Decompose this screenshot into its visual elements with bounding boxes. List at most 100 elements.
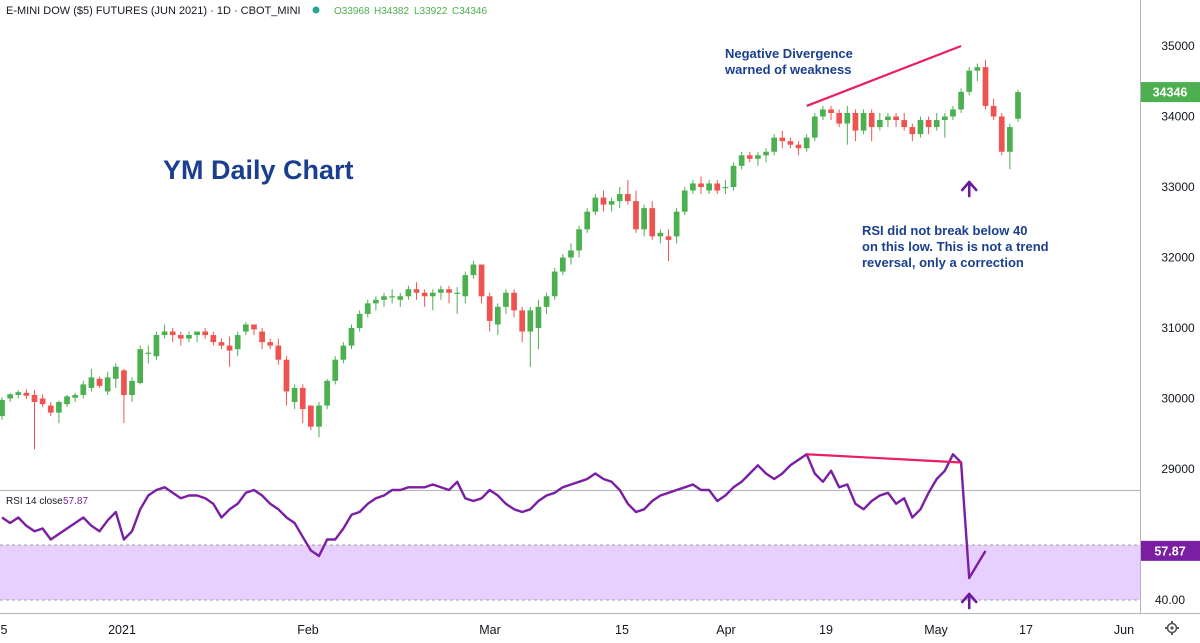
candle[interactable] [990,98,997,121]
candle[interactable] [917,116,924,138]
candle[interactable] [527,306,534,367]
rsi-layer[interactable] [1,453,987,580]
candle[interactable] [568,243,574,265]
candle[interactable] [885,112,891,128]
candle[interactable] [974,63,981,82]
candle[interactable] [625,179,631,205]
candle[interactable] [836,109,843,128]
candle[interactable] [64,394,70,407]
candle[interactable] [860,109,867,135]
candle[interactable] [194,331,200,343]
candle[interactable] [543,292,550,314]
candle[interactable] [299,384,306,424]
candle[interactable] [56,400,62,424]
candle[interactable] [308,405,314,431]
candle[interactable] [348,324,355,350]
candle[interactable] [503,289,509,314]
candle[interactable] [551,268,558,300]
candle[interactable] [876,112,883,131]
candle[interactable] [641,204,647,237]
candle[interactable] [478,264,485,304]
candle[interactable] [340,342,347,364]
candle[interactable] [112,363,119,388]
candle[interactable] [763,148,769,163]
candle[interactable] [730,162,737,191]
candle[interactable] [397,292,404,307]
candle[interactable] [421,289,428,307]
candle[interactable] [7,392,13,403]
candle[interactable] [1007,123,1013,170]
candle[interactable] [576,225,582,258]
candle[interactable] [15,390,22,399]
candle[interactable] [803,134,810,152]
candle[interactable] [494,303,501,336]
candle[interactable] [23,389,30,400]
candle[interactable] [1015,89,1021,122]
candle[interactable] [137,345,144,385]
candle[interactable] [535,299,542,350]
candle[interactable] [210,331,217,346]
candle[interactable] [226,336,233,367]
candle[interactable] [950,105,956,121]
candle[interactable] [72,392,78,403]
candle[interactable] [982,60,989,110]
candle[interactable] [681,187,688,216]
candle[interactable] [324,378,330,410]
candle[interactable] [909,123,916,142]
candle[interactable] [356,310,363,332]
rsi-line[interactable] [1,453,987,580]
time-axis[interactable]: 5 2021 Feb Mar 15 Apr 19 May 17 Jun [1,623,1135,637]
candle[interactable] [96,376,103,388]
candle[interactable] [698,176,704,195]
candle[interactable] [381,292,387,307]
candle[interactable] [584,208,591,233]
candle[interactable] [202,328,209,339]
candle[interactable] [795,141,802,156]
candle[interactable] [267,338,274,350]
candle[interactable] [893,112,899,128]
candle[interactable] [454,287,461,314]
candle[interactable] [738,151,745,170]
candle[interactable] [942,112,948,138]
candle[interactable] [462,271,469,304]
candle[interactable] [746,151,753,163]
candle[interactable] [364,299,371,318]
settings-gear-icon[interactable] [1165,621,1179,635]
candle[interactable] [291,384,298,410]
candle[interactable] [901,112,908,131]
candle[interactable] [186,331,192,343]
candle[interactable] [600,190,607,212]
candle[interactable] [771,134,778,156]
candle[interactable] [714,179,721,195]
candle[interactable] [998,112,1005,156]
candle[interactable] [690,179,696,195]
price-axis[interactable]: 35000 34000 33000 32000 31000 30000 29000 34346… [1141,39,1200,607]
candle[interactable] [121,368,127,424]
candle[interactable] [616,187,623,209]
candle[interactable] [218,338,225,350]
candle[interactable] [283,356,290,406]
candle[interactable] [966,67,973,96]
candle[interactable] [31,390,38,450]
candle[interactable] [169,328,176,343]
candle[interactable] [129,377,135,403]
candle[interactable] [177,331,184,346]
candle[interactable] [779,130,786,149]
price-pane[interactable] [0,0,1140,490]
candle[interactable] [592,194,599,216]
candle[interactable] [39,394,46,407]
candle[interactable] [559,253,566,276]
candle[interactable] [519,306,526,343]
candle[interactable] [88,368,95,392]
candle[interactable] [811,112,818,142]
candle[interactable] [316,402,322,438]
candle[interactable] [405,285,412,300]
candle[interactable] [706,179,712,195]
candle[interactable] [47,402,54,417]
candle[interactable] [608,197,615,212]
candle[interactable] [438,285,444,300]
candle[interactable] [925,116,932,135]
candle[interactable] [429,289,436,311]
candle[interactable] [657,229,664,244]
